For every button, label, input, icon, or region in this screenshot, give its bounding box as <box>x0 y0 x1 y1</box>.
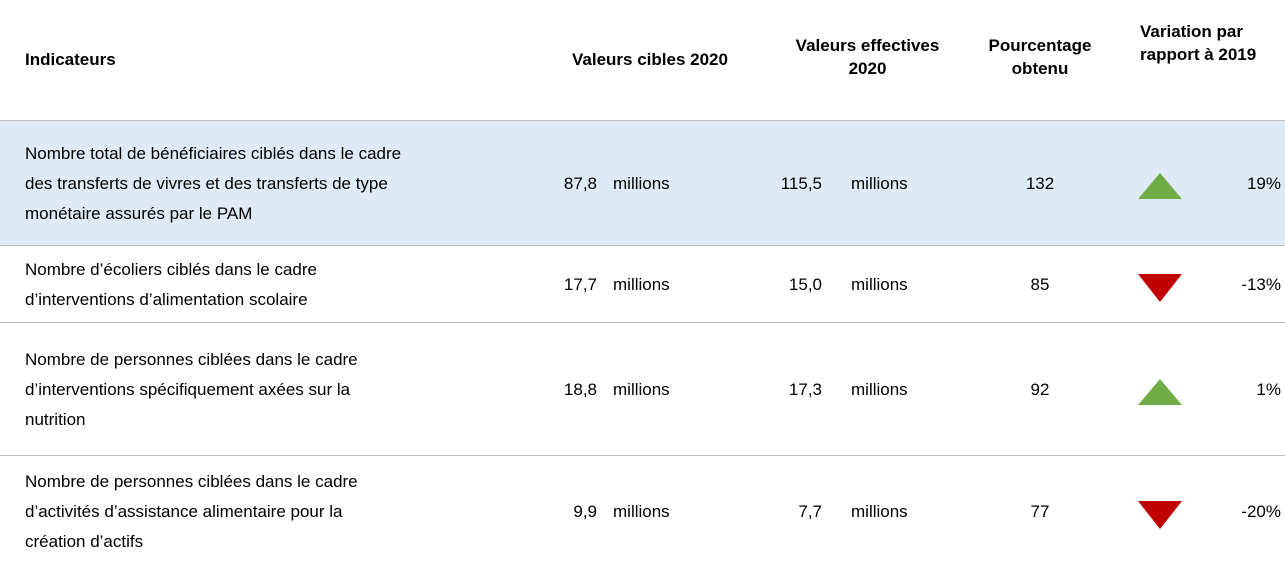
actual-value: 15,0 <box>788 274 822 294</box>
indicator-line: Nombre d’écoliers ciblés dans le cadre <box>25 259 317 279</box>
indicator-line: d’interventions spécifiquement axées sur… <box>25 379 351 399</box>
actual-unit: millions <box>851 501 908 521</box>
arrow-icon <box>1138 500 1182 529</box>
target-value: 18,8 <box>563 379 597 399</box>
indicator-line: création d’actifs <box>25 531 144 551</box>
trend-arrow <box>1138 273 1182 307</box>
variation-value: -13% <box>1241 274 1281 294</box>
indicator-line: d’activités d’assistance alimentaire pou… <box>25 501 343 521</box>
trend-arrow <box>1138 500 1182 534</box>
actual-value: 7,7 <box>798 501 822 521</box>
indicator-cell: Nombre total de bénéficiaires ciblés dan… <box>25 139 401 229</box>
indicator-line: Nombre total de bénéficiaires ciblés dan… <box>25 143 402 163</box>
indicator-line: des transferts de vivres et des transfer… <box>25 173 388 193</box>
header-cell: Pourcentage obtenu <box>988 36 1092 78</box>
target-value: 17,7 <box>563 274 597 294</box>
arrow-icon <box>1138 378 1182 405</box>
table-row: Nombre de personnes ciblées dans le cadr… <box>0 322 1285 456</box>
percent-value: 92 <box>1030 379 1050 399</box>
arrow-icon <box>1138 172 1182 199</box>
table-row: Nombre d’écoliers ciblés dans le cadre d’… <box>0 245 1285 323</box>
header-cell: Valeurs effectives 2020 <box>795 36 940 78</box>
actual-unit: millions <box>851 173 908 193</box>
actual-unit: millions <box>851 274 908 294</box>
target-value: 87,8 <box>563 173 597 193</box>
header-cell: Valeurs cibles 2020 <box>572 50 728 69</box>
indicator-line: Nombre de personnes ciblées dans le cadr… <box>25 349 358 369</box>
target-unit: millions <box>613 379 670 399</box>
indicator-line: nutrition <box>25 409 86 429</box>
target-unit: millions <box>613 173 670 193</box>
percent-value: 85 <box>1030 274 1050 294</box>
percent-value: 132 <box>1025 173 1055 193</box>
actual-value: 17,3 <box>788 379 822 399</box>
indicator-cell: Nombre de personnes ciblées dans le cadr… <box>25 467 358 557</box>
indicator-line: monétaire assurés par le PAM <box>25 203 253 223</box>
trend-arrow <box>1138 172 1182 206</box>
indicator-line: Nombre de personnes ciblées dans le cadr… <box>25 471 358 491</box>
actual-unit: millions <box>851 379 908 399</box>
header-cell: Indicateurs <box>25 50 116 69</box>
variation-value: 1% <box>1256 379 1281 399</box>
target-value: 9,9 <box>573 501 597 521</box>
indicator-cell: Nombre d’écoliers ciblés dans le cadre d’… <box>25 255 317 315</box>
actual-value: 115,5 <box>780 173 822 193</box>
indicator-line: d’interventions d’alimentation scolaire <box>25 289 308 309</box>
variation-value: -20% <box>1241 501 1281 521</box>
header-cell: Variation par rapport à 2019 <box>1140 22 1257 64</box>
arrow-icon <box>1138 273 1182 302</box>
trend-arrow <box>1138 378 1182 412</box>
variation-value: 19% <box>1246 173 1281 193</box>
target-unit: millions <box>613 501 670 521</box>
indicator-cell: Nombre de personnes ciblées dans le cadr… <box>25 345 358 435</box>
table-row: Nombre total de bénéficiaires ciblés dan… <box>0 120 1285 246</box>
percent-value: 77 <box>1030 501 1050 521</box>
table-row: Nombre de personnes ciblées dans le cadr… <box>0 455 1285 567</box>
target-unit: millions <box>613 274 670 294</box>
